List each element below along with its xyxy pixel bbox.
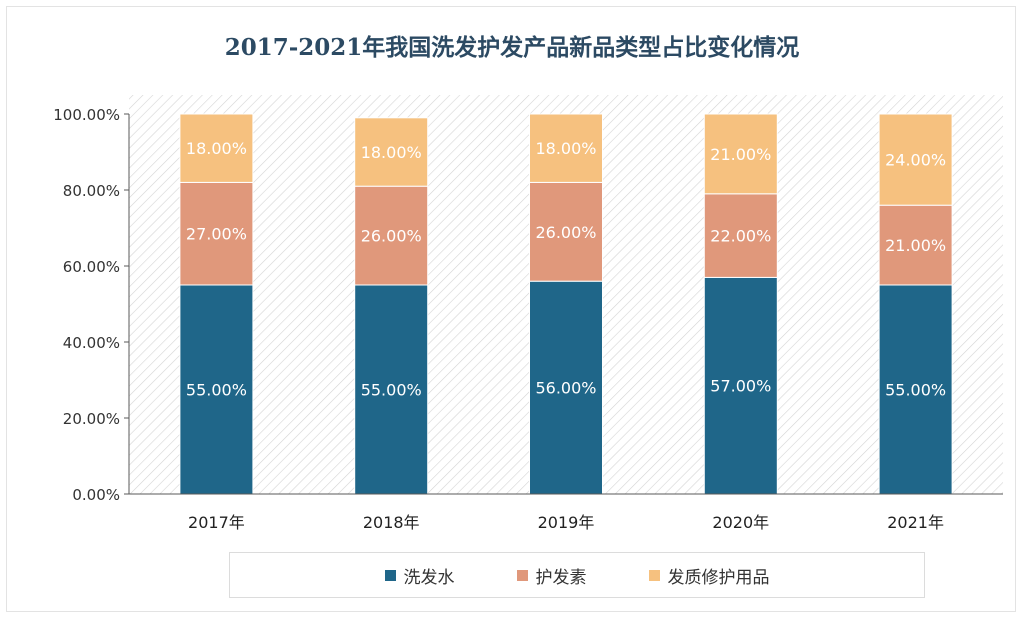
data-label-conditioner: 26.00%: [361, 227, 422, 246]
data-label-hair-repair: 18.00%: [535, 139, 596, 158]
data-label-conditioner: 26.00%: [535, 223, 596, 242]
bar-conditioner[interactable]: [703, 193, 778, 278]
data-label-shampoo: 57.00%: [710, 377, 771, 396]
data-label-conditioner: 22.00%: [710, 227, 771, 246]
x-tick-label: 2021年: [887, 513, 944, 532]
data-label-shampoo: 55.00%: [361, 381, 422, 400]
y-tick-label: 60.00%: [63, 258, 120, 276]
x-tick-label: 2019年: [538, 513, 595, 532]
data-label-conditioner: 27.00%: [186, 225, 247, 244]
data-label-conditioner: 21.00%: [885, 236, 946, 255]
y-tick-label: 0.00%: [72, 486, 120, 504]
bar-shampoo[interactable]: [179, 284, 254, 495]
bar-shampoo[interactable]: [529, 280, 603, 495]
bar-shampoo[interactable]: [878, 284, 953, 495]
legend-item-conditioner[interactable]: 护发素: [516, 563, 587, 588]
x-tick-label: 2017年: [188, 513, 245, 532]
bar-hair-repair[interactable]: [703, 113, 778, 195]
y-tick-label: 40.00%: [63, 334, 120, 352]
legend-label-shampoo: 洗发水: [403, 567, 455, 588]
legend-label-hair-repair: 发质修护用品: [667, 567, 770, 588]
y-tick-label: 100.00%: [53, 106, 120, 124]
legend-item-hair-repair[interactable]: 发质修护用品: [648, 563, 770, 588]
data-label-hair-repair: 21.00%: [710, 145, 771, 164]
data-label-shampoo: 56.00%: [535, 379, 596, 398]
y-tick-label: 20.00%: [63, 410, 120, 428]
bar-shampoo[interactable]: [354, 284, 429, 495]
data-label-shampoo: 55.00%: [186, 381, 247, 400]
data-label-hair-repair: 24.00%: [885, 151, 946, 170]
bar-conditioner[interactable]: [878, 204, 953, 286]
bar-hair-repair[interactable]: [354, 117, 429, 187]
data-label-hair-repair: 18.00%: [186, 139, 247, 158]
data-label-hair-repair: 18.00%: [361, 143, 422, 162]
legend-swatch-shampoo: [384, 569, 396, 581]
legend-swatch-hair-repair: [648, 569, 660, 581]
y-tick-label: 80.00%: [63, 182, 120, 200]
legend: 洗发水 护发素 发质修护用品: [229, 552, 925, 598]
data-label-shampoo: 55.00%: [885, 381, 946, 400]
legend-swatch-conditioner: [516, 569, 528, 581]
x-tick-label: 2018年: [363, 513, 420, 532]
legend-item-shampoo[interactable]: 洗发水: [384, 563, 455, 588]
bar-hair-repair[interactable]: [878, 113, 953, 206]
chart-title: 2017-2021年我国洗发护发产品新品类型占比变化情况: [224, 34, 800, 61]
x-tick-label: 2020年: [712, 513, 769, 532]
bar-hair-repair[interactable]: [529, 113, 603, 183]
legend-label-conditioner: 护发素: [535, 567, 587, 588]
bar-shampoo[interactable]: [703, 276, 778, 495]
bar-hair-repair[interactable]: [179, 113, 254, 183]
bar-conditioner[interactable]: [354, 185, 429, 286]
